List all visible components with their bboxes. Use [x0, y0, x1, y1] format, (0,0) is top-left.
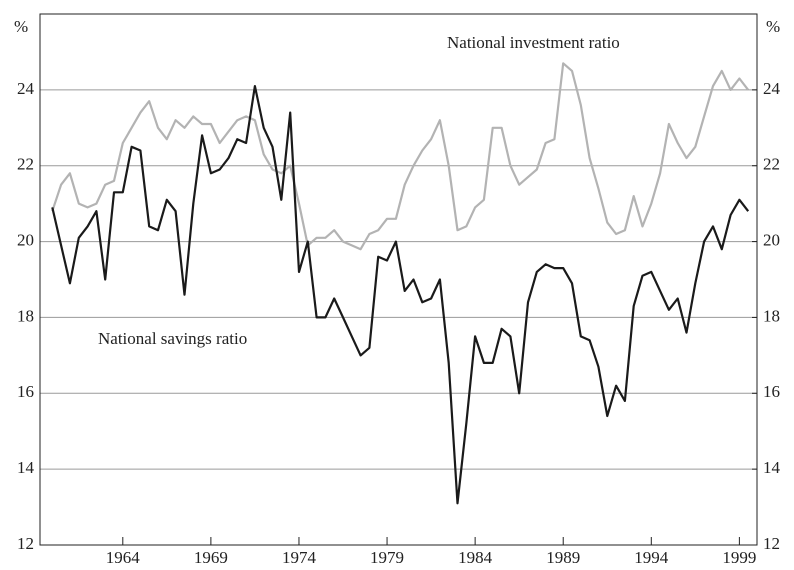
- y2-tick-label: 24: [763, 79, 781, 98]
- y-unit-label: %: [14, 17, 28, 36]
- x-tick-label: 1994: [634, 548, 669, 567]
- x-tick-label: 1969: [194, 548, 228, 567]
- x-tick-label: 1989: [546, 548, 580, 567]
- y-tick-label: 18: [17, 306, 34, 325]
- y-tick-label: 14: [17, 458, 35, 477]
- y2-unit-label: %: [766, 17, 780, 36]
- y-tick-label: 16: [17, 382, 34, 401]
- x-tick-label: 1974: [282, 548, 317, 567]
- line-series: [51, 62, 750, 251]
- x-tick-label: 1979: [370, 548, 404, 567]
- y2-tick-label: 18: [763, 306, 780, 325]
- x-tick-label: 1964: [106, 548, 141, 567]
- y-tick-label: 12: [17, 534, 34, 553]
- y2-tick-label: 20: [763, 230, 780, 249]
- y2-tick-label: 16: [763, 382, 780, 401]
- y2-tick-label: 22: [763, 155, 780, 174]
- line-series: [51, 85, 750, 505]
- annotation: National savings ratio: [98, 329, 247, 348]
- annotation: National investment ratio: [447, 33, 620, 52]
- y-tick-label: 24: [17, 79, 35, 98]
- plot-frame: [39, 13, 758, 546]
- x-tick-label: 1984: [458, 548, 493, 567]
- y-tick-label: 22: [17, 155, 34, 174]
- x-tick-label: 1999: [722, 548, 756, 567]
- y-tick-label: 20: [17, 230, 34, 249]
- y2-tick-label: 14: [763, 458, 781, 477]
- y2-tick-label: 12: [763, 534, 780, 553]
